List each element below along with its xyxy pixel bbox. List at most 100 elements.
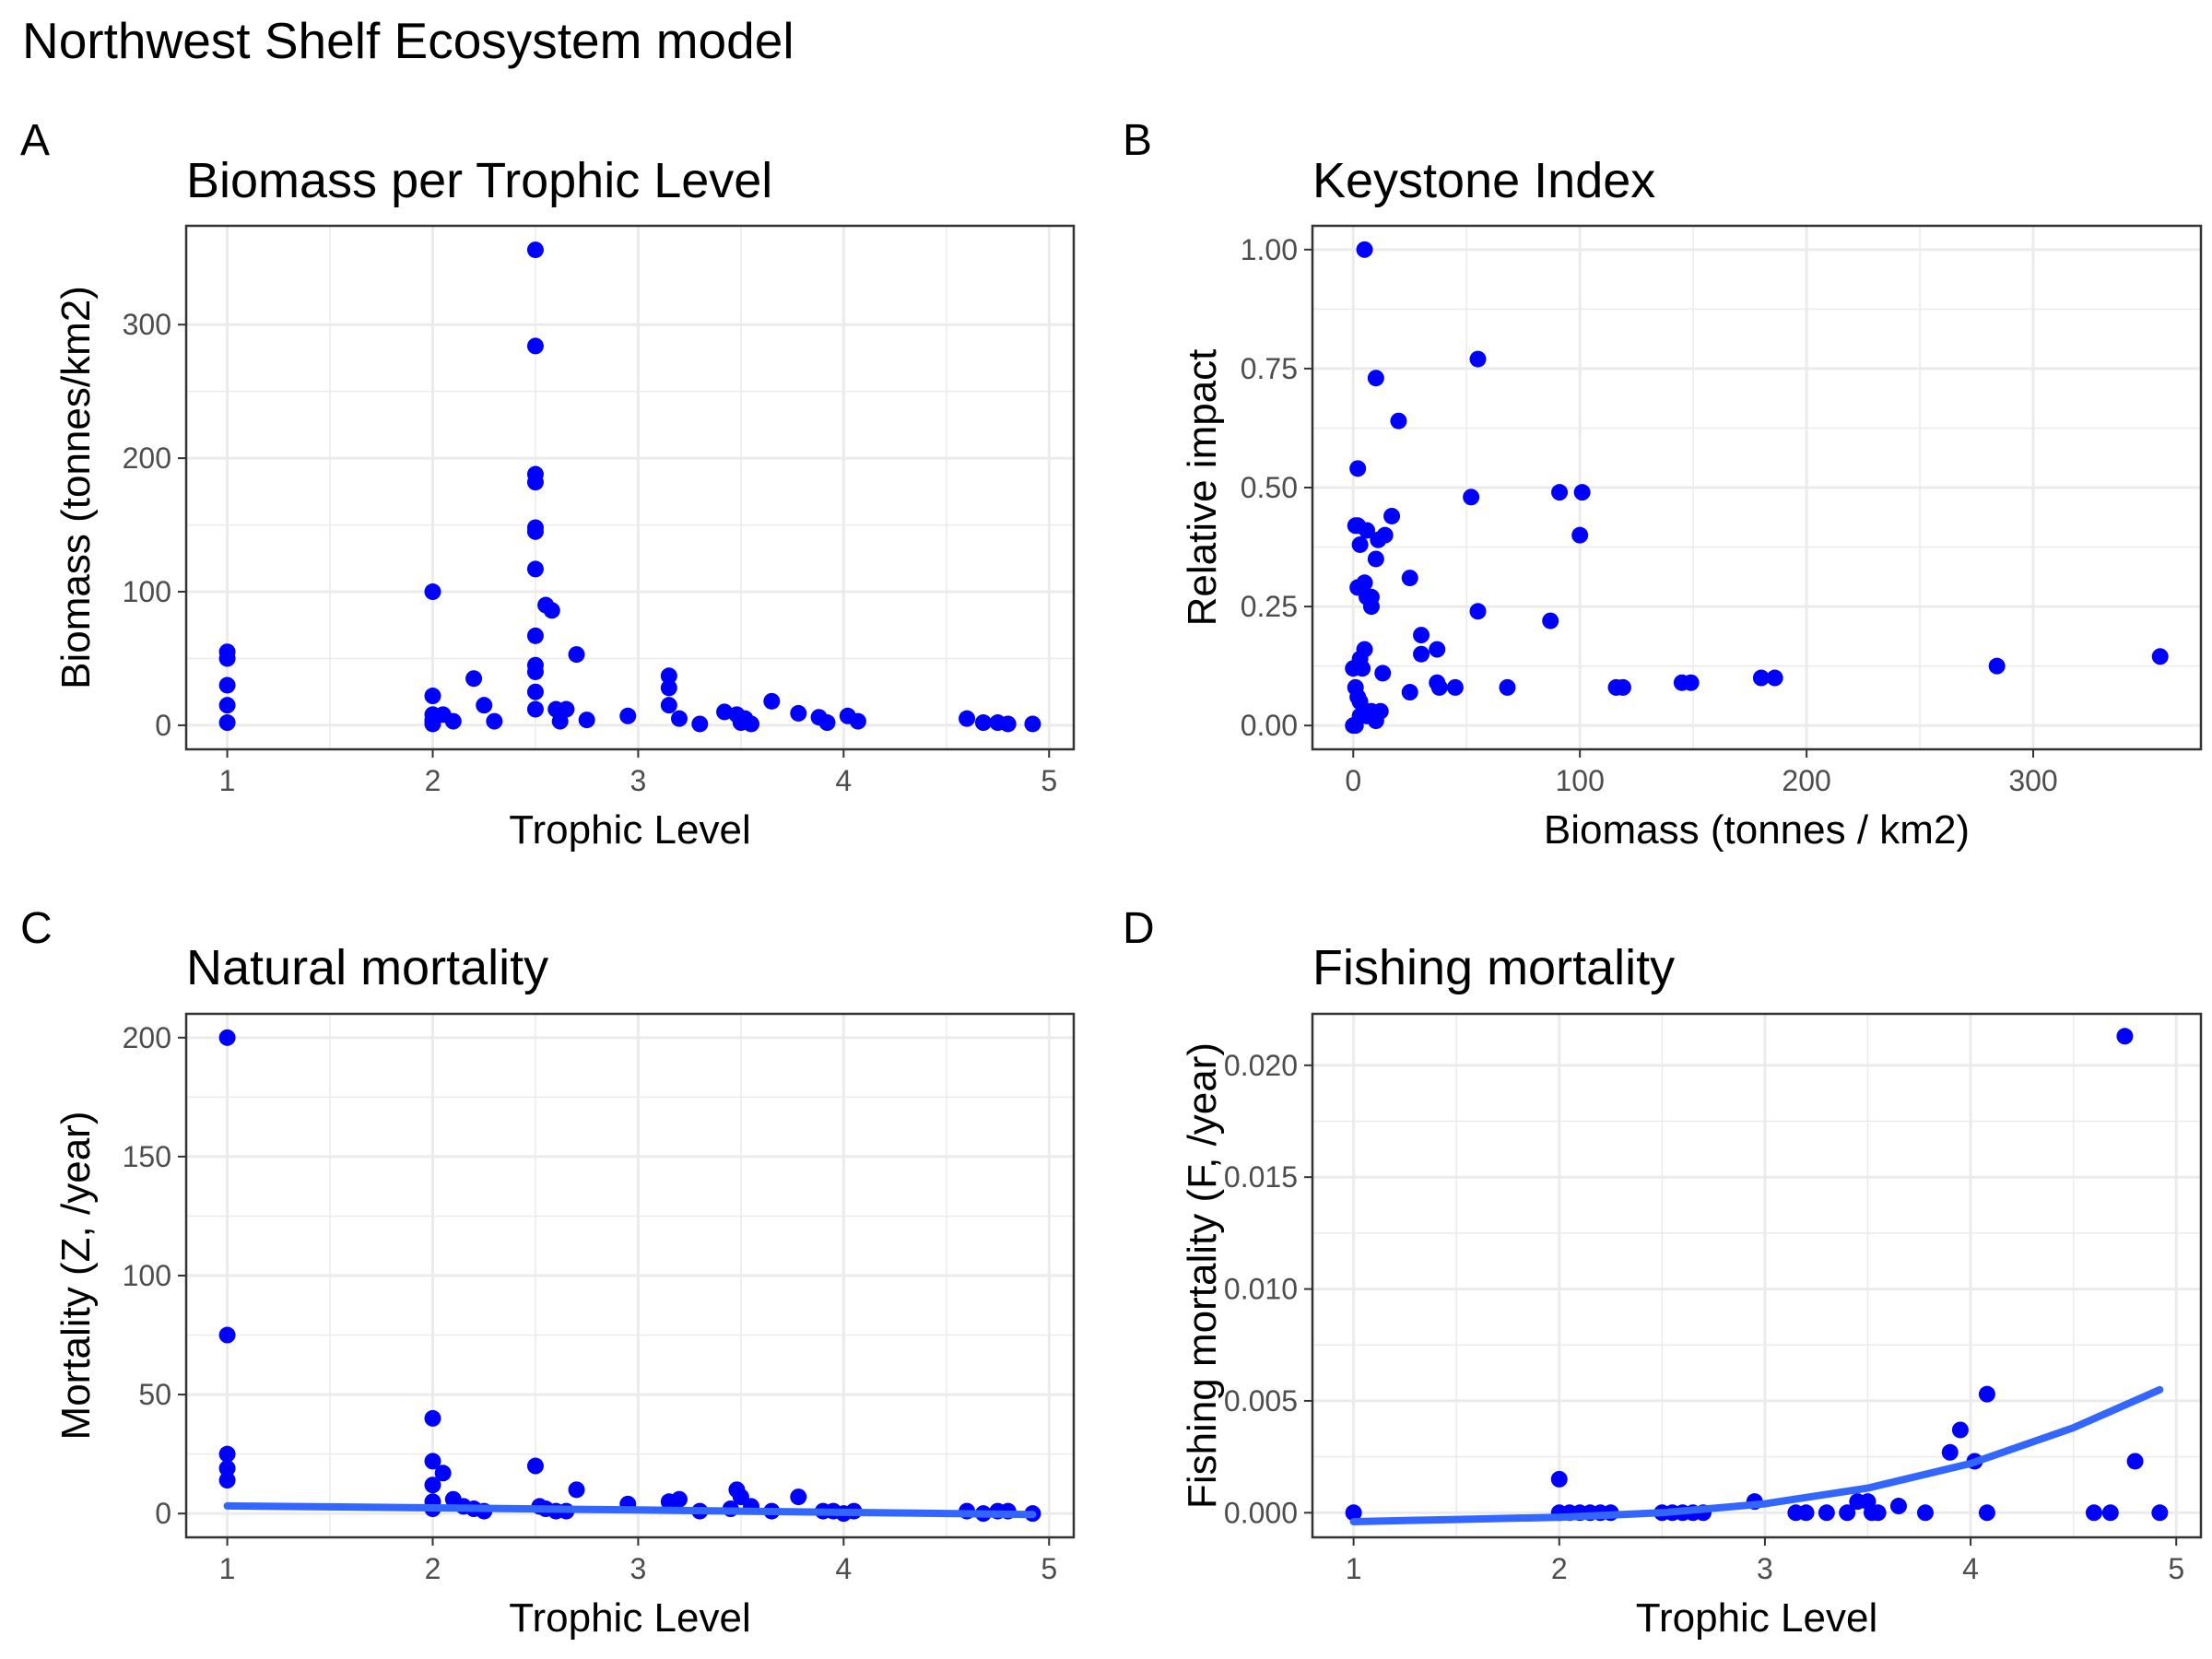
data-point: [1345, 717, 1362, 735]
data-point: [1349, 579, 1367, 596]
data-point: [1550, 1470, 1568, 1488]
data-point: [1446, 678, 1464, 696]
data-point: [1401, 684, 1418, 701]
y-tick-label: 0.50: [1241, 471, 1298, 504]
data-point: [1367, 550, 1384, 568]
x-tick-label: 1: [1346, 1552, 1362, 1585]
data-point: [1429, 641, 1446, 658]
y-tick-label: 0.020: [1224, 1049, 1298, 1082]
data-point: [619, 707, 637, 724]
data-point: [1351, 693, 1369, 711]
data-point: [2101, 1504, 2119, 1522]
panel-title: Fishing mortality: [1312, 940, 1675, 995]
data-point: [526, 523, 544, 540]
trend-line: [1349, 1385, 2164, 1525]
data-point: [558, 700, 575, 718]
data-point: [218, 1472, 236, 1489]
panel-title: Biomass per Trophic Level: [186, 153, 772, 208]
data-point: [568, 646, 585, 664]
y-tick-label: 50: [138, 1378, 171, 1411]
panel-a: 1 2 3 4 5 0 100 200 300 A Biomass per Trophic Leve…: [20, 116, 1076, 853]
data-point: [568, 1481, 585, 1499]
data-point: [660, 679, 677, 697]
data-point: [218, 677, 236, 694]
panel-tag: B: [1123, 116, 1152, 165]
data-point: [1941, 1443, 1959, 1461]
data-point: [1413, 627, 1430, 644]
data-point: [578, 712, 595, 729]
data-point: [2116, 1028, 2134, 1045]
data-point: [1349, 460, 1367, 477]
data-point: [2151, 648, 2169, 665]
data-point: [849, 712, 866, 730]
x-tick-label: 100: [1555, 764, 1604, 797]
data-point: [790, 704, 807, 722]
data-point: [1978, 1385, 1995, 1403]
data-point: [465, 670, 483, 688]
data-point: [1351, 535, 1369, 553]
data-point: [218, 1326, 236, 1344]
y-tick-label: 100: [123, 575, 171, 608]
data-point: [716, 703, 734, 721]
y-tick-label: 100: [123, 1259, 171, 1292]
panel-title: Keystone Index: [1312, 153, 1655, 208]
data-point: [818, 714, 836, 732]
x-tick-label: 2: [1551, 1552, 1568, 1585]
y-axis-title: Relative impact: [1180, 349, 1225, 627]
data-point: [1356, 241, 1373, 258]
data-point: [434, 1465, 452, 1482]
data-point: [660, 697, 677, 714]
data-point: [1752, 669, 1770, 687]
y-tick-label: 0.25: [1241, 590, 1298, 623]
data-point: [1978, 1504, 1995, 1522]
data-point: [691, 715, 709, 733]
y-tick-label: 300: [123, 308, 171, 341]
x-tick-label: 3: [1757, 1552, 1773, 1585]
y-tick-label: 0.005: [1224, 1384, 1298, 1418]
x-tick-label: 4: [835, 764, 852, 797]
data-point: [1024, 715, 1041, 733]
x-tick-label: 300: [2008, 764, 2057, 797]
y-tick-label: 0.000: [1224, 1496, 1298, 1529]
x-tick-label: 2: [425, 1552, 441, 1585]
x-axis-title: Biomass (tonnes / km2): [1544, 807, 1970, 853]
data-point: [660, 667, 677, 685]
data-point: [526, 337, 544, 355]
data-point: [1766, 669, 1783, 687]
data-point: [1374, 665, 1392, 682]
panel-b: 0 100 200 300 0.00 0.25 0.50 0.75 1.00 B Keystone …: [1123, 116, 2203, 853]
data-point: [486, 712, 503, 730]
plot-background: [1312, 1014, 2201, 1537]
y-tick-label: 0.010: [1224, 1273, 1298, 1306]
x-tick-label: 5: [2168, 1552, 2184, 1585]
x-tick-label: 4: [1962, 1552, 1979, 1585]
x-tick-label: 1: [219, 1552, 236, 1585]
data-point: [444, 712, 462, 730]
figure-title: Northwest Shelf Ecosystem model: [22, 12, 794, 69]
plot-border: [184, 224, 1076, 751]
data-point: [218, 1445, 236, 1463]
data-point: [2085, 1504, 2102, 1522]
data-point: [218, 1029, 236, 1046]
data-point: [743, 715, 760, 733]
y-tick-label: 150: [123, 1140, 171, 1173]
data-point: [959, 710, 976, 727]
data-point: [763, 692, 781, 710]
data-point: [1869, 1504, 1887, 1522]
data-point: [1469, 350, 1487, 368]
y-tick-label: 1.00: [1241, 233, 1298, 266]
data-point: [1571, 526, 1589, 544]
data-point: [1988, 657, 2006, 675]
data-point: [671, 710, 688, 727]
data-point: [526, 627, 544, 644]
plot-border: [184, 1012, 1076, 1539]
plot-background: [186, 226, 1074, 749]
x-tick-label: 200: [1782, 764, 1830, 797]
y-axis-title: Fishing mortality (F, /year): [1180, 1042, 1225, 1509]
data-point: [1889, 1498, 1907, 1515]
data-point: [1359, 522, 1376, 539]
y-tick-label: 200: [123, 1021, 171, 1054]
data-point: [1345, 1504, 1362, 1522]
data-point: [1367, 370, 1384, 387]
data-point: [424, 688, 441, 705]
